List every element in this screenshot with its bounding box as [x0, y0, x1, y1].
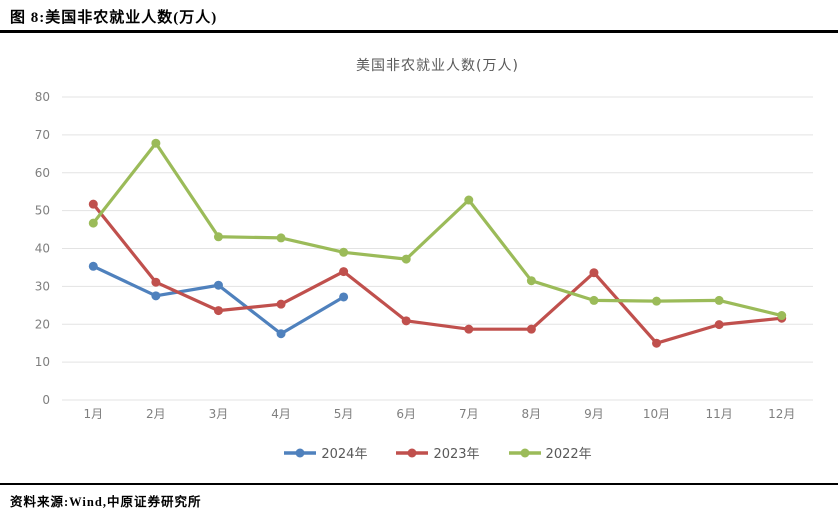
data-point-marker [213, 280, 223, 290]
y-axis-tick-label: 50 [35, 204, 50, 218]
legend-item-2022年: 2022年 [508, 443, 592, 462]
x-axis-tick-label: 11月 [705, 407, 732, 421]
data-point-marker [464, 195, 474, 205]
data-point-marker [526, 324, 536, 334]
y-axis-tick-label: 80 [35, 90, 50, 104]
legend-label: 2023年 [433, 447, 480, 462]
y-axis-tick-label: 20 [35, 317, 50, 331]
series-line-2022年 [91, 141, 784, 318]
data-point-marker [777, 311, 787, 321]
line-chart: 0 10 20 30 40 50 60 70 80 1月 2月 3月 4月 5月 6月 7月 8月 9月 10月 11… [35, 90, 813, 421]
y-axis-tick-label: 70 [35, 128, 50, 142]
y-axis-tick-label: 30 [35, 279, 50, 293]
y-axis-tick-label: 60 [35, 166, 50, 180]
data-point-marker [88, 199, 98, 209]
data-point-marker [339, 292, 349, 302]
x-axis-tick-label: 12月 [768, 407, 795, 421]
series-line-2024年 [91, 264, 346, 336]
x-axis-tick-label: 9月 [584, 407, 604, 421]
data-point-marker [714, 295, 724, 305]
x-axis-tick-label: 6月 [396, 407, 416, 421]
chart-container: 美国非农就业人数(万人) 0 10 20 30 40 50 60 70 80 1月 2月 3月 4月 5月… [0, 33, 838, 483]
data-point-marker [652, 338, 662, 348]
data-point-marker [151, 291, 161, 301]
data-point-marker [88, 261, 98, 271]
data-point-marker [151, 138, 161, 148]
x-axis-tick-label: 1月 [83, 407, 103, 421]
data-point-marker [589, 295, 599, 305]
legend-swatch-icon [396, 448, 429, 457]
source-attribution: 资料来源:Wind,中原证券研究所 [10, 495, 202, 509]
legend-label: 2022年 [545, 447, 592, 462]
legend-marker [407, 448, 417, 457]
x-axis-tick-label: 4月 [271, 407, 291, 421]
footer-divider [0, 483, 838, 485]
data-point-marker [276, 233, 286, 243]
header-divider [0, 30, 838, 33]
data-point-marker [589, 268, 599, 278]
data-point-marker [276, 299, 286, 309]
data-point-marker [526, 276, 536, 286]
chart-legend: 2024年 2023年 2022年 [62, 443, 813, 462]
legend-label: 2024年 [321, 447, 368, 462]
x-axis-tick-label: 10月 [643, 407, 670, 421]
data-point-marker [401, 254, 411, 264]
chart-title: 美国非农就业人数(万人) [356, 58, 519, 74]
data-point-marker [213, 306, 223, 316]
legend-marker [520, 448, 530, 457]
x-axis-tick-label: 2月 [146, 407, 166, 421]
data-point-marker [88, 218, 98, 228]
data-point-marker [339, 247, 349, 257]
data-point-marker [339, 267, 349, 277]
y-axis-tick-label: 0 [42, 393, 50, 407]
x-axis-tick-label: 7月 [459, 407, 479, 421]
legend-swatch-icon [284, 448, 317, 457]
data-point-marker [652, 296, 662, 306]
y-axis-tick-label: 40 [35, 242, 50, 256]
legend-marker [295, 448, 305, 457]
legend-item-2024年: 2024年 [283, 443, 367, 462]
data-point-marker [464, 324, 474, 334]
data-point-marker [151, 277, 161, 287]
data-point-marker [276, 329, 286, 339]
data-point-marker [213, 232, 223, 242]
x-axis-tick-label: 3月 [209, 407, 229, 421]
data-point-marker [401, 316, 411, 326]
legend-swatch-icon [508, 448, 541, 457]
data-point-marker [714, 320, 724, 330]
y-axis-tick-label: 10 [35, 355, 50, 369]
x-axis-tick-label: 8月 [522, 407, 542, 421]
x-axis-tick-label: 5月 [334, 407, 354, 421]
legend-item-2023年: 2023年 [395, 443, 480, 462]
figure-caption: 图 8:美国非农就业人数(万人) [10, 10, 218, 26]
series-line-2023年 [91, 202, 784, 345]
